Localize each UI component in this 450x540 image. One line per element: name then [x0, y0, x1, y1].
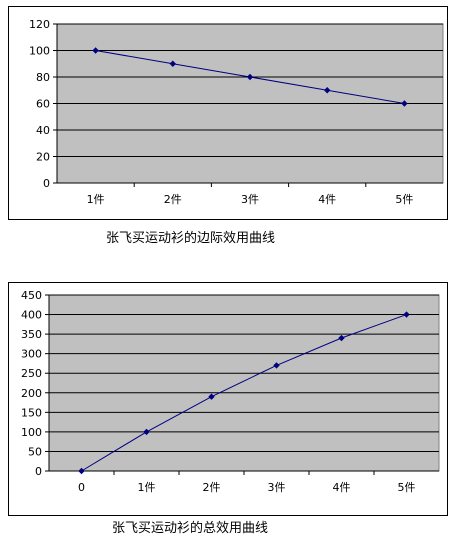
- y-tick-label: 200: [21, 387, 42, 400]
- y-tick-label: 40: [36, 124, 50, 137]
- data-point: [246, 73, 254, 81]
- data-point: [169, 60, 176, 67]
- y-tick-label: 50: [28, 445, 42, 458]
- data-point: [338, 334, 345, 342]
- x-tick-label: 5件: [398, 481, 416, 494]
- y-tick-label: 400: [21, 309, 42, 322]
- y-tick-label: 120: [29, 18, 50, 31]
- y-tick-label: 300: [21, 348, 42, 361]
- total-utility-chart: 0 50 100 150 200 250 300 350 400 450 0 1件 2件 3件 4件 5件: [8, 282, 448, 516]
- x-tick-label: 2件: [164, 193, 182, 206]
- y-tick-label: 350: [21, 328, 42, 341]
- y-tick-label: 250: [21, 367, 42, 380]
- x-tick-label: 3件: [241, 193, 259, 206]
- x-tick-label: 5件: [395, 193, 413, 206]
- y-tick-label: 100: [21, 426, 42, 439]
- series-line: [81, 314, 407, 472]
- data-point: [92, 47, 99, 54]
- data-point: [208, 393, 215, 400]
- data-point: [324, 87, 331, 94]
- data-point: [403, 311, 410, 318]
- x-tick-label: 0: [78, 481, 85, 494]
- y-tick-label: 20: [36, 151, 50, 164]
- total-utility-chart-svg: 0 50 100 150 200 250 300 350 400 450 0 1件 2件 3件 4件 5件: [21, 289, 440, 494]
- x-tick-label: 2件: [203, 481, 221, 494]
- y-tick-label: 100: [29, 45, 50, 58]
- data-point: [273, 362, 280, 369]
- y-tick-label: 0: [35, 465, 42, 478]
- data-point: [78, 467, 85, 475]
- plot-area: [48, 294, 440, 472]
- y-tick-label: 450: [21, 289, 42, 302]
- total-utility-caption: 张飞买运动衫的总效用曲线: [112, 521, 269, 536]
- marginal-utility-chart-svg: 0 20 40 60 80 100 120 1件 2件 3件 4件 5件: [29, 18, 444, 206]
- y-tick-label: 0: [43, 177, 50, 190]
- data-point: [401, 100, 408, 107]
- x-tick-label: 3件: [268, 481, 286, 494]
- y-tick-label: 80: [36, 71, 50, 84]
- x-tick-label: 4件: [318, 193, 336, 206]
- x-tick-label: 4件: [333, 481, 351, 494]
- x-tick-label: 1件: [138, 481, 156, 494]
- x-tick-label: 1件: [87, 193, 105, 206]
- marginal-utility-caption: 张飞买运动衫的边际效用曲线: [106, 231, 276, 246]
- y-tick-label: 60: [36, 98, 50, 111]
- marginal-utility-chart: 0 20 40 60 80 100 120 1件 2件 3件 4件 5件: [8, 6, 448, 220]
- y-tick-label: 150: [21, 406, 42, 419]
